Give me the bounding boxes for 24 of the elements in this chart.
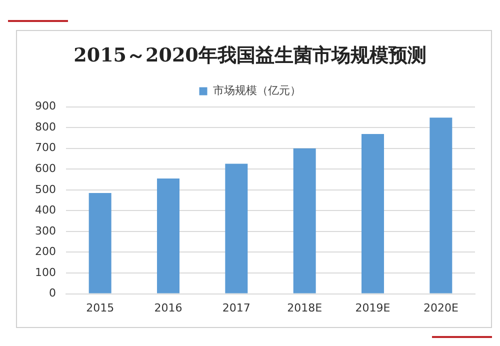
bar [225,164,248,294]
x-tick-label: 2015 [86,301,114,314]
bar [88,193,112,294]
y-tick-label: 800 [34,120,56,134]
y-tick-label: 100 [34,266,56,279]
y-tick-label: 0 [48,286,56,300]
x-tick-label: 2020E [423,301,458,314]
y-tick-label: 400 [34,204,56,217]
x-tick-label: 2019E [355,301,390,314]
y-tick-label: 700 [34,141,56,154]
bar [362,134,384,294]
x-tick-label: 2017 [222,301,250,314]
x-tick-label: 2018E [287,301,322,314]
y-tick-label: 600 [34,162,56,175]
y-tick-label: 200 [34,245,56,258]
legend-label: 市场规模（亿元） [212,84,301,98]
y-tick-label: 500 [34,182,56,196]
bar [293,148,316,294]
bar [157,178,180,294]
bar [430,118,452,294]
y-tick-label: 900 [34,100,56,113]
x-tick-label: 2016 [154,301,182,314]
y-tick-label: 300 [34,224,56,238]
chart-title: 2015～2020年我国益生菌市场规模预测 [74,44,426,66]
